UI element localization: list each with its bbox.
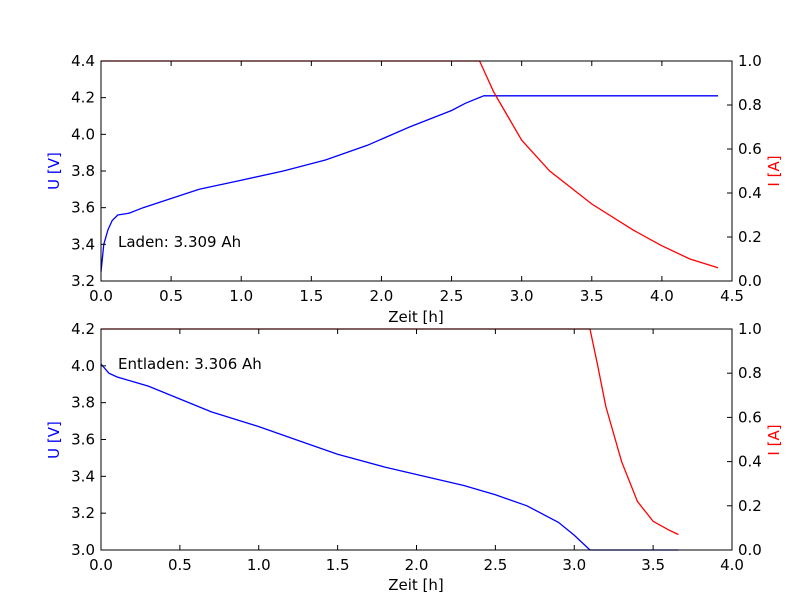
y-tick-label: 4.4 (71, 52, 95, 70)
x-tick-label: 2.0 (370, 287, 394, 305)
y2-tick-label: 1.0 (738, 52, 762, 70)
charging-chart: 0.0 0.5 1.0 1.5 2.0 2.5 3.0 3.5 4.0 4.5 3.2 3.4 3.6 3… (45, 52, 783, 326)
tick-layer: 0.0 0.5 1.0 1.5 2.0 2.5 3.0 3.5 4.0 3.0 3.2 3.4 3.6 3… (71, 320, 762, 574)
x-tick-label: 0.0 (89, 556, 113, 574)
x-tick-label: 0.0 (89, 287, 113, 305)
y2-tick-label: 0.8 (738, 364, 762, 382)
discharging-chart: 0.0 0.5 1.0 1.5 2.0 2.5 3.0 3.5 4.0 3.0 3.2 3.4 3.6 3… (45, 320, 783, 594)
y-tick-label: 3.4 (71, 235, 95, 253)
y-tick-label: 4.0 (71, 125, 95, 143)
y-tick-label: 3.4 (71, 467, 95, 485)
series-layer (100, 60, 719, 272)
current-series-line (101, 328, 679, 536)
y2-tick-label: 0.2 (738, 497, 762, 515)
x-tick-label: 3.0 (510, 287, 534, 305)
y2-tick-label: 0.4 (738, 453, 762, 471)
y-tick-label: 3.6 (71, 199, 95, 217)
x-tick-label: 2.5 (483, 556, 507, 574)
current-series-line (101, 60, 719, 269)
voltage-series-line (100, 95, 718, 272)
x-tick-label: 1.0 (247, 556, 271, 574)
voltage-series-line (100, 363, 679, 551)
x-tick-label: 3.5 (641, 556, 665, 574)
x-tick-label: 1.0 (229, 287, 253, 305)
y2-tick-label: 0.8 (738, 96, 762, 114)
series-layer (100, 328, 679, 551)
x-tick-label: 0.5 (159, 287, 183, 305)
plot-area (101, 61, 732, 281)
y-tick-label: 4.2 (71, 320, 95, 338)
y2-tick-label: 0.0 (738, 541, 762, 559)
y-tick-label: 3.2 (71, 504, 95, 522)
plot-area (101, 329, 732, 550)
y-tick-label: 4.0 (71, 357, 95, 375)
x-tick-label: 4.5 (720, 287, 744, 305)
x-tick-label: 1.5 (326, 556, 350, 574)
y2-tick-label: 1.0 (738, 320, 762, 338)
y2-axis-label: I [A] (765, 424, 783, 455)
x-axis-label: Zeit [h] (388, 308, 444, 326)
tick-layer: 0.0 0.5 1.0 1.5 2.0 2.5 3.0 3.5 4.0 4.5 3.2 3.4 3.6 3… (71, 52, 762, 305)
plot-frame (100, 60, 733, 282)
y2-tick-label: 0.2 (738, 228, 762, 246)
plot-frame (100, 328, 733, 551)
y2-tick-label: 0.6 (738, 408, 762, 426)
y-axis-label: U [V] (45, 152, 63, 190)
y-tick-label: 3.8 (71, 162, 95, 180)
x-tick-label: 1.5 (299, 287, 323, 305)
x-tick-label: 4.0 (720, 556, 744, 574)
y-tick-label: 3.2 (71, 272, 95, 290)
x-tick-label: 4.0 (650, 287, 674, 305)
y2-tick-label: 0.4 (738, 184, 762, 202)
x-tick-label: 0.5 (168, 556, 192, 574)
y2-tick-label: 0.0 (738, 272, 762, 290)
capacity-annotation: Laden: 3.309 Ah (118, 233, 241, 251)
y2-tick-label: 0.6 (738, 140, 762, 158)
y-axis-label: U [V] (45, 421, 63, 459)
x-tick-label: 2.5 (440, 287, 464, 305)
x-tick-label: 2.0 (405, 556, 429, 574)
y-tick-label: 3.0 (71, 541, 95, 559)
y-tick-label: 3.6 (71, 431, 95, 449)
x-tick-label: 3.0 (562, 556, 586, 574)
y-tick-label: 4.2 (71, 89, 95, 107)
capacity-annotation: Entladen: 3.306 Ah (118, 355, 262, 373)
x-tick-label: 3.5 (580, 287, 604, 305)
y2-axis-label: I [A] (765, 155, 783, 186)
y-tick-label: 3.8 (71, 394, 95, 412)
x-axis-label: Zeit [h] (388, 576, 444, 594)
